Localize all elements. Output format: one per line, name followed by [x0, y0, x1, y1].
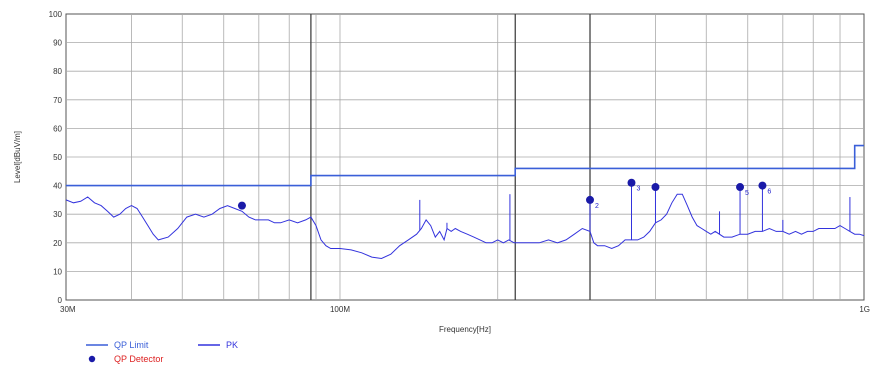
y-tick-label: 30: [53, 210, 62, 219]
horizontal-grid: [66, 42, 864, 272]
y-axis-label: Level[dBuV/m]: [13, 131, 22, 183]
y-tick-labels: 0 10 20 30 40 50 60 70 80 90 100: [49, 10, 63, 305]
y-tick-label: 100: [49, 10, 63, 19]
legend-swatch-dot: [88, 355, 96, 363]
legend-label: QP Limit: [114, 340, 149, 350]
pk-trace: [65, 193, 865, 260]
x-tick-label: 1G: [859, 305, 870, 314]
qp-point-label: 2: [595, 203, 599, 210]
legend-label: QP Detector: [114, 354, 163, 364]
qp-limit-line: [66, 144, 864, 187]
y-tick-label: 70: [53, 96, 62, 105]
qp-detector-point: [237, 201, 246, 210]
y-tick-label: 80: [53, 67, 62, 76]
series-layer: 2 3 5 6: [65, 144, 865, 260]
qp-point-label: 5: [745, 190, 749, 197]
qp-point-label: 6: [767, 189, 771, 196]
x-tick-labels: 30M 100M 1G: [60, 305, 870, 314]
y-tick-label: 40: [53, 182, 62, 191]
vertical-grid: [131, 14, 841, 300]
y-tick-label: 90: [53, 39, 62, 48]
qp-detector-point: [627, 178, 636, 187]
y-tick-label: 10: [53, 267, 62, 276]
y-tick-label: 20: [53, 239, 62, 248]
x-tick-label: 100M: [330, 305, 350, 314]
qp-detector-point: [758, 181, 767, 190]
qp-detector-point: [651, 183, 660, 192]
legend-label: PK: [226, 340, 238, 350]
y-tick-label: 50: [53, 153, 62, 162]
qp-detector-point: [736, 183, 745, 192]
qp-detector-point: [586, 195, 595, 204]
x-axis-label: Frequency[Hz]: [439, 325, 491, 334]
y-tick-label: 0: [58, 296, 63, 305]
x-tick-label: 30M: [60, 305, 76, 314]
qp-point-label: 3: [636, 186, 640, 193]
y-tick-label: 60: [53, 124, 62, 133]
legend: QP Limit PK QP Detector: [86, 340, 238, 364]
